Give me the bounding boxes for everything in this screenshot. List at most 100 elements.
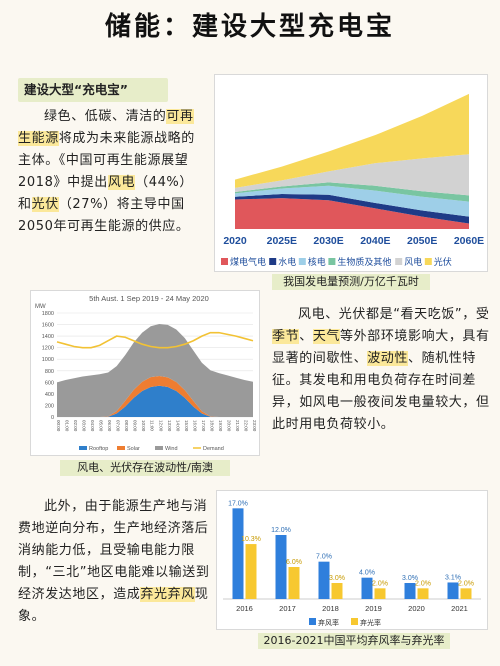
generation-forecast-caption: 我国发电量预测/万亿千瓦时 xyxy=(272,274,430,290)
bar-wind xyxy=(361,577,373,599)
data-label: 12.0% xyxy=(271,527,291,534)
legend-swatch xyxy=(269,258,277,265)
p1-highlight-wind: 风电 xyxy=(107,175,136,190)
area-series-4 xyxy=(235,154,469,196)
bar-solar xyxy=(331,583,343,599)
bar-solar xyxy=(288,567,300,599)
p2-text-1: 风电、光伏都是“看天吃饭”，受 xyxy=(298,307,490,322)
x-tick-label: 08:00 xyxy=(124,420,129,432)
x-tick-label: 2021 xyxy=(451,604,468,613)
bar-wind xyxy=(404,583,416,599)
south-australia-caption: 风电、光伏存在波动性/南澳 xyxy=(60,460,230,476)
x-tick-label: 07:00 xyxy=(116,420,121,432)
bar-solar xyxy=(374,588,386,599)
p2-text-7: 、随机性特征。其发电和用电负荷存在时间差异，如风电一般夜间发电量较大，但此时用电… xyxy=(272,351,490,432)
data-label: 3.0% xyxy=(329,575,345,582)
x-tick-label: 03:00 xyxy=(82,420,87,432)
x-tick-label: 23:00 xyxy=(252,420,257,432)
bar-solar xyxy=(245,544,257,599)
x-tick-label: 2019 xyxy=(365,604,382,613)
legend-swatch xyxy=(328,258,336,265)
legend-label: 煤电气电 xyxy=(230,256,266,267)
page-title: 储能：建设大型充电宝 xyxy=(104,12,395,42)
x-tick-label: 18:00 xyxy=(209,420,214,432)
data-label: 17.0% xyxy=(228,500,248,507)
data-label: 4.0% xyxy=(359,570,375,577)
x-tick-label: 2018 xyxy=(322,604,339,613)
area-series-3 xyxy=(235,182,469,202)
legend-label: Demand xyxy=(203,446,224,452)
legend-label: 核电 xyxy=(308,256,326,267)
x-tick-label: 06:00 xyxy=(107,420,112,432)
legend-swatch xyxy=(395,258,403,265)
x-tick-label: 04:00 xyxy=(90,420,95,432)
legend-label: 弃光率 xyxy=(360,618,381,627)
y-tick-label: 1600 xyxy=(42,323,54,329)
data-label: 3.0% xyxy=(402,575,418,582)
legend-label: Solar xyxy=(127,446,140,452)
y-tick-label: 1000 xyxy=(42,357,54,363)
x-tick-label: 13:00 xyxy=(167,420,172,432)
legend-label: Wind xyxy=(165,446,178,452)
bar-solar xyxy=(417,588,429,599)
x-tick-label: 14:00 xyxy=(175,420,180,432)
x-tick-label: 09:00 xyxy=(133,420,138,432)
curtailment-caption: 2016-2021中国平均弃风率与弃光率 xyxy=(258,633,450,649)
chart-title: 5th Aust. 1 Sep 2019 - 24 May 2020 xyxy=(89,294,209,303)
bar-wind xyxy=(318,561,330,599)
x-tick-label: 00:00 xyxy=(56,420,61,432)
south-australia-svg: 5th Aust. 1 Sep 2019 - 24 May 2020 MW 0 200… xyxy=(35,294,257,452)
area-series-wind xyxy=(57,323,253,417)
legend-swatch xyxy=(79,446,87,450)
area-series-2 xyxy=(235,185,469,217)
p2-highlight-season: 季节 xyxy=(272,329,300,344)
x-tick-label: 01:00 xyxy=(65,420,70,432)
p3-highlight-curtailment: 弃光弃风 xyxy=(140,587,195,602)
y-tick-label: 600 xyxy=(45,380,54,386)
legend-label: 生物质及其他 xyxy=(337,256,391,267)
area-series-5 xyxy=(235,93,469,188)
legend-swatch xyxy=(351,618,358,625)
legend-label: Rooftop xyxy=(89,446,108,452)
legend-swatch xyxy=(221,258,228,265)
legend-label: 弃风率 xyxy=(318,618,339,627)
p1-text-1: 绿色、低碳、清洁的 xyxy=(44,109,167,124)
legend-swatch xyxy=(117,446,125,450)
p2-highlight-volatility: 波动性 xyxy=(367,351,409,366)
y-axis-label: MW xyxy=(35,304,46,310)
legend-swatch xyxy=(298,258,306,265)
paragraph-curtailment: 此外，由于能源生产地与消费地逆向分布，生产地经济落后消纳能力低，且受输电能力限制… xyxy=(18,496,212,628)
section-tag: 建设大型“充电宝” xyxy=(18,78,168,102)
p3-text-1: 此外，由于能源生产地与消费地逆向分布，生产地经济落后消纳能力低，且受输电能力限制… xyxy=(18,499,210,602)
p1-text-3: 将成为未来能源战略的主体。《中国可再生能源展望2018》中提出 xyxy=(18,131,195,190)
demand-line xyxy=(56,331,254,349)
legend-label: 风电 xyxy=(404,256,422,267)
x-tick-label: 17:00 xyxy=(201,420,206,432)
x-tick-label: 2017 xyxy=(279,604,296,613)
curtailment-svg: 17.0% 10.3% 2016 12.0% 6.0% 2017 7.0% 3.0% 2018 4… xyxy=(223,500,481,627)
area-series-0 xyxy=(235,198,469,229)
x-tick-label: 10:00 xyxy=(141,420,146,432)
area-series-1 xyxy=(235,194,469,224)
x-tick-label: 2030E xyxy=(313,235,343,247)
data-label: 2.0% xyxy=(415,580,431,587)
x-tick-label: 2025E xyxy=(267,235,297,247)
p1-highlight-solar: 光伏 xyxy=(31,197,59,212)
area-series-rooftop xyxy=(57,385,253,417)
data-label: 3.1% xyxy=(445,574,461,581)
x-tick-label: 15:00 xyxy=(184,420,189,432)
y-tick-label: 1400 xyxy=(42,334,54,340)
p2-highlight-weather: 天气 xyxy=(312,329,341,344)
bar-wind xyxy=(447,582,459,599)
x-tick-label: 19:00 xyxy=(218,420,223,432)
generation-forecast-chart: 2020 2025E 2030E 2040E 2050E 2060E 煤电气电 水电 核电 生物质… xyxy=(214,74,488,272)
bar-solar xyxy=(460,588,472,599)
x-tick-label: 22:00 xyxy=(243,420,248,432)
x-tick-label: 2016 xyxy=(236,604,253,613)
p2-text-5: 等外部环境影响大，具有显著的间歇性、 xyxy=(272,329,490,366)
bar-wind xyxy=(232,508,244,599)
bar-wind xyxy=(275,535,287,599)
data-label: 2.0% xyxy=(458,580,474,587)
x-tick-label: 2020 xyxy=(408,604,425,613)
y-tick-label: 1800 xyxy=(42,311,54,317)
